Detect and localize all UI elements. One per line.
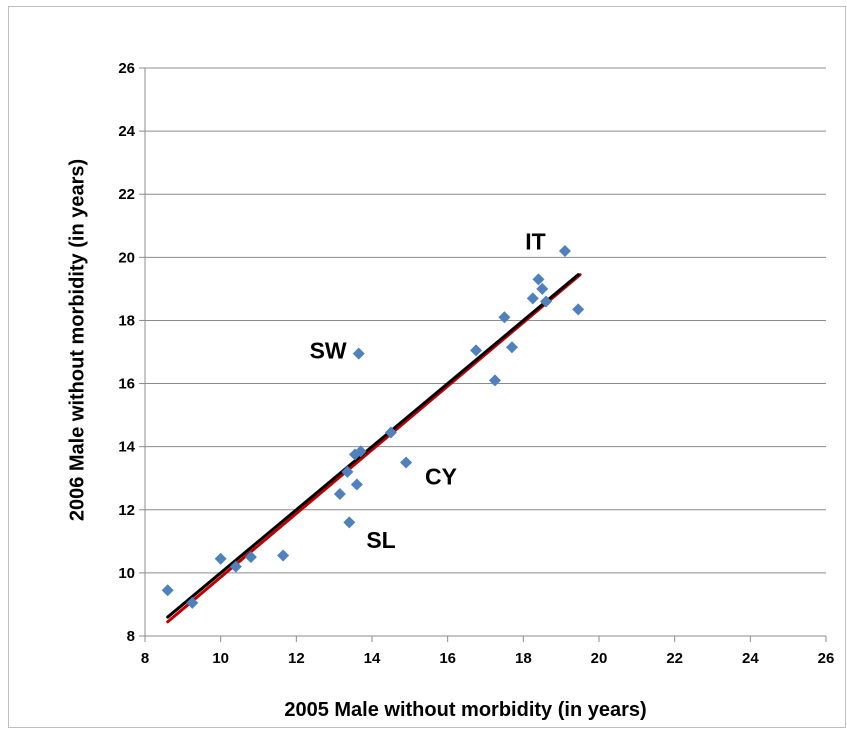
data-point xyxy=(244,551,257,564)
trend-line xyxy=(166,273,582,624)
data-point xyxy=(333,488,346,500)
data-point xyxy=(540,295,553,308)
annotation-label: IT xyxy=(525,229,545,255)
y-tick-label: 22 xyxy=(118,186,135,203)
y-tick-label: 14 xyxy=(118,439,135,456)
data-point xyxy=(354,445,367,458)
data-point xyxy=(352,347,365,360)
y-tick-label: 8 xyxy=(127,628,135,645)
x-tick-label: 12 xyxy=(288,650,305,667)
trend-line xyxy=(166,273,580,619)
y-tick-label: 18 xyxy=(118,312,135,329)
data-point xyxy=(488,374,501,387)
data-point xyxy=(572,303,585,316)
data-point xyxy=(186,596,199,609)
data-point xyxy=(343,516,356,529)
data-point xyxy=(229,560,242,573)
data-point xyxy=(526,292,539,305)
x-tick-label: 22 xyxy=(666,650,683,667)
y-tick-label: 10 xyxy=(118,565,135,582)
data-point xyxy=(505,341,518,354)
annotation-label: CY xyxy=(425,464,457,490)
x-tick-label: 18 xyxy=(515,650,532,667)
data-point xyxy=(532,273,545,286)
y-tick-label: 20 xyxy=(118,249,135,266)
axes xyxy=(139,67,827,642)
y-tick-label: 26 xyxy=(118,60,135,77)
y-tick-label: 12 xyxy=(118,502,135,519)
data-point xyxy=(214,552,227,565)
x-tick-label: 24 xyxy=(742,650,759,667)
x-tick-label: 26 xyxy=(818,650,835,667)
x-tick-label: 10 xyxy=(212,650,229,667)
annotations: IT SW CY SL xyxy=(310,229,546,553)
gridlines xyxy=(145,67,826,574)
data-point xyxy=(350,478,363,491)
chart-frame xyxy=(8,6,846,728)
data-point xyxy=(341,465,354,478)
data-points xyxy=(161,245,585,609)
data-point xyxy=(161,584,174,597)
tick-labels: 8 10 12 14 16 18 20 22 24 26 8 10 12 14 16 18 20 22 24 26 xyxy=(118,60,834,667)
data-point xyxy=(400,456,413,469)
annotation-label: SW xyxy=(310,337,347,363)
data-point xyxy=(277,549,290,562)
trend-lines xyxy=(166,273,582,624)
data-point xyxy=(558,245,571,258)
data-point xyxy=(384,426,397,439)
annotation-label: SL xyxy=(366,527,395,553)
y-tick-label: 24 xyxy=(118,123,135,140)
data-point xyxy=(498,311,511,324)
x-tick-label: 20 xyxy=(591,650,608,667)
y-axis-title: 2006 Male without morbidity (in years) xyxy=(66,159,88,521)
x-tick-label: 14 xyxy=(364,650,381,667)
data-point xyxy=(536,282,549,295)
data-point xyxy=(470,344,483,357)
x-tick-label: 16 xyxy=(439,650,456,667)
y-tick-label: 16 xyxy=(118,376,135,393)
x-axis-title: 2005 Male without morbidity (in years) xyxy=(284,699,646,721)
x-tick-label: 8 xyxy=(141,650,149,667)
